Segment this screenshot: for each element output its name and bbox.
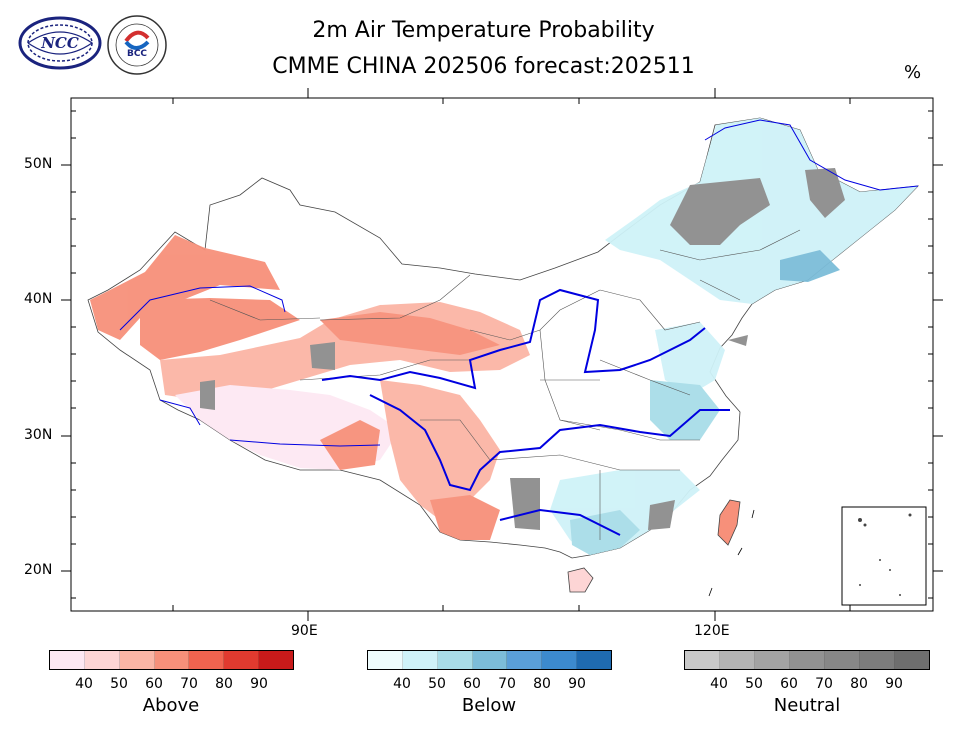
y-label-20n: 20N <box>24 562 53 578</box>
above-shading <box>90 235 530 540</box>
colorbar-swatch <box>84 651 120 669</box>
province-boundaries <box>209 229 801 540</box>
tick-label: 50 <box>428 676 446 692</box>
colorbar-swatch <box>507 651 543 669</box>
colorbar-swatch <box>189 651 225 669</box>
colorbar-swatch <box>825 651 860 669</box>
y-label-30n: 30N <box>24 427 53 443</box>
tick-label: 90 <box>250 676 268 692</box>
tick-label: 90 <box>568 676 586 692</box>
x-label-120e: 120E <box>694 623 730 639</box>
colorbar-above <box>49 650 294 670</box>
colorbar-above-name: Above <box>142 695 200 716</box>
colorbar-swatch <box>368 651 403 669</box>
tick-label: 40 <box>710 676 728 692</box>
tick-label: 80 <box>533 676 551 692</box>
colorbar-neutral <box>684 650 930 670</box>
colorbar-swatch <box>472 651 508 669</box>
colorbar-swatch <box>720 651 755 669</box>
svg-text:NCC: NCC <box>40 34 79 52</box>
tick-label: 70 <box>498 676 516 692</box>
tick-label: 50 <box>110 676 128 692</box>
yellow-river <box>321 288 706 390</box>
colorbar-swatch <box>685 651 720 669</box>
colorbar-swatch <box>860 651 895 669</box>
unit-label: % <box>904 62 922 83</box>
colorbar-swatch <box>437 651 473 669</box>
tick-label: 60 <box>780 676 798 692</box>
pearl-river <box>499 508 621 536</box>
ncc-logo: NCC <box>18 16 102 70</box>
below-shading <box>550 118 918 555</box>
hainan-island <box>567 567 594 593</box>
colorbar-swatch <box>402 651 438 669</box>
axis-ticks <box>61 88 943 621</box>
colorbar-neutral-name: Neutral <box>773 695 841 716</box>
colorbar-below <box>367 650 612 670</box>
tick-label: 80 <box>215 676 233 692</box>
inset-islands <box>858 513 912 596</box>
tick-label: 50 <box>745 676 763 692</box>
taiwan-island <box>717 499 741 546</box>
offshore-islands <box>708 509 755 597</box>
tick-label: 40 <box>75 676 93 692</box>
rivers <box>321 288 730 536</box>
south-china-sea-inset <box>841 506 927 606</box>
colorbar-below-name: Below <box>461 695 517 716</box>
yangtze-river <box>369 394 730 492</box>
tick-label: 60 <box>463 676 481 692</box>
colorbar-swatch <box>50 651 85 669</box>
tick-label: 70 <box>180 676 198 692</box>
colorbar-swatch <box>154 651 190 669</box>
colorbar-swatch <box>790 651 825 669</box>
y-label-50n: 50N <box>24 156 53 172</box>
colorbar-swatch <box>577 651 612 669</box>
y-label-40n: 40N <box>24 291 53 307</box>
x-label-90e: 90E <box>291 623 318 639</box>
bcc-logo: BCC <box>107 15 167 75</box>
tick-label: 40 <box>393 676 411 692</box>
colorbar-swatch <box>119 651 155 669</box>
tick-label: 80 <box>850 676 868 692</box>
colorbar-swatch <box>755 651 790 669</box>
tick-label: 90 <box>885 676 903 692</box>
tick-label: 60 <box>145 676 163 692</box>
svg-text:BCC: BCC <box>127 49 147 59</box>
neutral-shading <box>200 168 845 530</box>
map-title: 2m Air Temperature Probability <box>312 18 655 43</box>
map-subtitle: CMME CHINA 202506 forecast:202511 <box>272 54 695 79</box>
tick-label: 70 <box>815 676 833 692</box>
colorbar-swatch <box>895 651 929 669</box>
colorbar-swatch <box>224 651 260 669</box>
colorbar-swatch <box>259 651 294 669</box>
colorbar-swatch <box>542 651 578 669</box>
